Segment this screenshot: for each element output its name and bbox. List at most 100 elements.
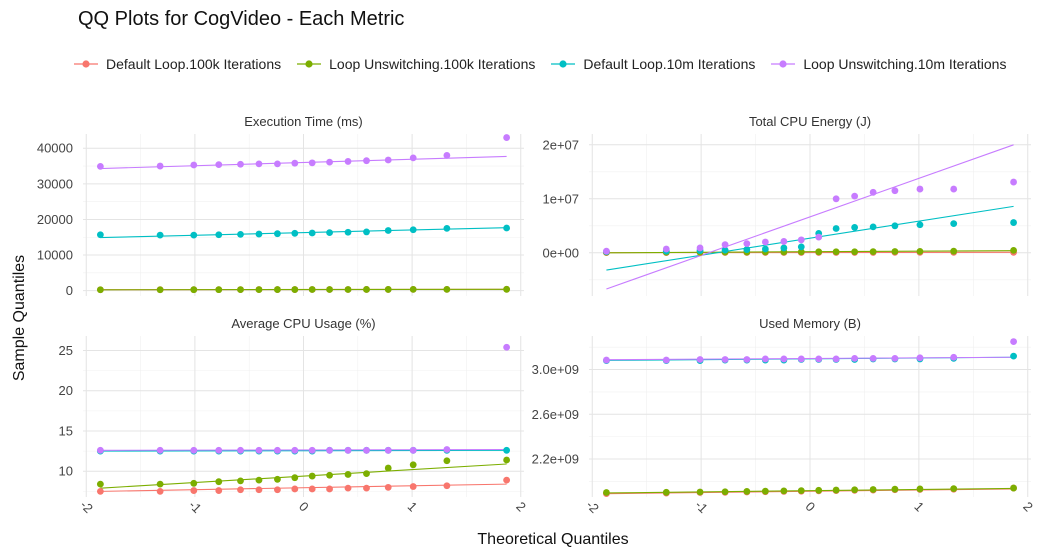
qq-point	[869, 354, 877, 362]
qq-point	[409, 483, 417, 490]
y-tick-label: 20000	[37, 212, 73, 227]
qq-reference-line	[100, 449, 507, 452]
qq-point	[363, 470, 370, 478]
qq-point	[326, 485, 333, 493]
qq-point	[96, 487, 104, 495]
facet-panel: Execution Time (ms) 0 10000 20000 30000 40000	[37, 114, 524, 298]
qq-point	[743, 246, 751, 253]
qq-point	[237, 486, 244, 494]
qq-point	[384, 483, 392, 491]
legend-label: Default Loop.10m Iterations	[583, 56, 756, 72]
qq-point	[156, 286, 164, 294]
qq-point	[409, 226, 417, 234]
qq-point	[190, 487, 198, 494]
qq-point	[832, 195, 840, 203]
qq-point	[443, 285, 451, 293]
x-axis-title: Theoretical Quantiles	[477, 531, 628, 548]
qq-point	[96, 286, 104, 294]
legend-key-icon	[551, 60, 576, 68]
qq-point	[832, 355, 840, 363]
qq-point	[851, 354, 859, 362]
qq-point	[891, 248, 899, 255]
qq-point	[409, 446, 417, 454]
qq-point	[443, 224, 451, 232]
qq-point	[503, 134, 511, 141]
qq-point	[721, 246, 729, 254]
qq-point	[344, 286, 352, 293]
legend-item: Default Loop.10m Iterations	[549, 54, 755, 74]
qq-point	[797, 243, 805, 251]
y-tick-label: 10	[59, 464, 73, 479]
qq-reference-line	[100, 227, 507, 239]
qq-point	[409, 154, 417, 162]
qq-point	[916, 247, 924, 255]
qq-point	[950, 220, 958, 228]
qq-point	[443, 151, 451, 159]
qq-point	[344, 228, 352, 236]
qq-point	[780, 238, 788, 245]
qq-point	[291, 159, 299, 167]
qq-point	[291, 485, 299, 493]
qq-point	[274, 486, 281, 494]
x-tick-label: -1	[186, 497, 205, 516]
qq-point	[156, 480, 164, 488]
qq-point	[363, 484, 370, 492]
qq-point	[603, 356, 610, 364]
qq-point	[1010, 219, 1017, 226]
qq-point	[255, 476, 263, 484]
qq-point	[743, 488, 751, 495]
qq-point	[255, 286, 263, 293]
qq-point	[662, 488, 670, 496]
qq-point	[291, 446, 299, 454]
qq-point	[156, 446, 164, 454]
qq-point	[797, 248, 805, 256]
qq-point	[363, 228, 370, 236]
qq-point	[291, 474, 299, 482]
qq-point	[761, 487, 769, 495]
qq-point	[215, 487, 223, 494]
qq-point	[869, 188, 877, 196]
qq-point	[308, 229, 316, 237]
qq-point	[291, 229, 299, 237]
facet-panel: Used Memory (B) 2.2e+09 2.6e+09 3.0e+09 -2 -1…	[532, 316, 1036, 516]
qq-point	[869, 486, 877, 493]
x-tick-label: -1	[692, 497, 711, 516]
y-tick-label: 2e+07	[542, 137, 579, 152]
qq-point	[326, 471, 333, 479]
qq-point	[891, 485, 899, 493]
qq-point	[797, 236, 805, 244]
qq-point	[1010, 178, 1017, 186]
qq-point	[721, 241, 729, 249]
y-tick-label: 2.2e+09	[532, 451, 579, 466]
qq-point	[891, 354, 899, 362]
qq-point	[761, 355, 769, 363]
legend-key-icon	[297, 60, 322, 68]
qq-point	[696, 244, 704, 252]
qq-point	[815, 248, 823, 256]
qq-point	[96, 480, 104, 488]
qq-point	[308, 159, 316, 167]
qq-point	[443, 482, 451, 490]
qq-point	[363, 157, 370, 165]
qq-point	[237, 477, 244, 485]
qq-point	[916, 485, 924, 493]
qq-point	[815, 355, 823, 363]
qq-point	[274, 475, 281, 483]
qq-point	[1010, 338, 1017, 345]
qq-reference-line	[606, 488, 1014, 495]
qq-point	[274, 286, 281, 293]
qq-point	[255, 160, 263, 168]
qq-reference-line	[606, 250, 1014, 254]
panel-title: Total CPU Energy (J)	[749, 114, 871, 129]
qq-point	[891, 222, 899, 230]
y-tick-label: 3.0e+09	[532, 362, 579, 377]
qq-point	[503, 285, 511, 293]
chart-title: QQ Plots for CogVideo - Each Metric	[78, 8, 405, 30]
qq-point	[916, 354, 924, 362]
qq-point	[891, 187, 899, 195]
qq-point	[237, 231, 244, 238]
legend-item: Loop Unswitching.10m Iterations	[769, 54, 1006, 74]
qq-reference-line	[100, 155, 507, 170]
qq-point	[190, 446, 198, 454]
x-tick-label: 2	[1020, 499, 1036, 515]
